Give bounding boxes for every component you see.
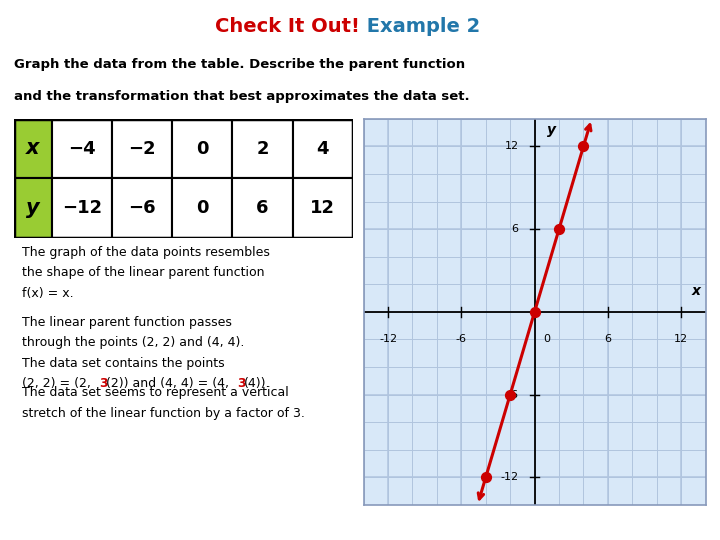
Text: 12: 12 bbox=[310, 199, 336, 217]
Text: and the transformation that best approximates the data set.: and the transformation that best approxi… bbox=[14, 90, 470, 103]
Text: The graph of the data points resembles: The graph of the data points resembles bbox=[22, 246, 269, 259]
Text: 0: 0 bbox=[196, 139, 209, 158]
Bar bbox=[112, 178, 172, 238]
Point bbox=[505, 390, 516, 399]
Text: x: x bbox=[26, 138, 40, 159]
Point bbox=[577, 142, 589, 151]
Text: 2: 2 bbox=[256, 139, 269, 158]
FancyBboxPatch shape bbox=[14, 119, 52, 178]
Text: y: y bbox=[26, 198, 40, 218]
Text: −12: −12 bbox=[62, 199, 102, 217]
Bar bbox=[52, 119, 112, 178]
Bar bbox=[233, 178, 292, 238]
Text: The data set contains the points: The data set contains the points bbox=[22, 357, 224, 370]
Text: Check It Out!: Check It Out! bbox=[215, 17, 360, 37]
FancyBboxPatch shape bbox=[14, 178, 52, 238]
Point bbox=[480, 473, 492, 482]
Text: −2: −2 bbox=[128, 139, 156, 158]
Text: through the points (2, 2) and (4, 4).: through the points (2, 2) and (4, 4). bbox=[22, 336, 244, 349]
Text: 3: 3 bbox=[238, 377, 246, 390]
Text: -12: -12 bbox=[379, 334, 397, 344]
Point bbox=[528, 308, 540, 316]
Text: -6: -6 bbox=[508, 389, 518, 400]
Bar bbox=[172, 119, 233, 178]
Text: 12: 12 bbox=[505, 141, 518, 151]
Text: the shape of the linear parent function: the shape of the linear parent function bbox=[22, 266, 264, 279]
Text: The data set seems to represent a vertical: The data set seems to represent a vertic… bbox=[22, 386, 288, 399]
Bar bbox=[172, 178, 233, 238]
Text: x: x bbox=[691, 284, 701, 298]
Text: 4: 4 bbox=[316, 139, 329, 158]
Text: stretch of the linear function by a factor of 3.: stretch of the linear function by a fact… bbox=[22, 407, 305, 420]
Text: 6: 6 bbox=[604, 334, 611, 344]
Text: -6: -6 bbox=[456, 334, 467, 344]
Text: 0: 0 bbox=[544, 334, 550, 344]
Text: Graph the data from the table. Describe the parent function: Graph the data from the table. Describe … bbox=[14, 57, 465, 71]
Text: (4)).: (4)). bbox=[243, 377, 270, 390]
Bar bbox=[233, 119, 292, 178]
Text: −6: −6 bbox=[128, 199, 156, 217]
Bar bbox=[292, 119, 353, 178]
Text: f(x) = x.: f(x) = x. bbox=[22, 287, 73, 300]
Text: Example 2: Example 2 bbox=[360, 17, 480, 37]
Text: 6: 6 bbox=[256, 199, 269, 217]
Text: 0: 0 bbox=[196, 199, 209, 217]
Text: 6: 6 bbox=[512, 224, 518, 234]
Bar bbox=[52, 178, 112, 238]
Text: The linear parent function passes: The linear parent function passes bbox=[22, 316, 231, 329]
Bar bbox=[292, 178, 353, 238]
Text: (2)) and (4, 4) = (4,: (2)) and (4, 4) = (4, bbox=[106, 377, 233, 390]
Text: (2, 2) = (2,: (2, 2) = (2, bbox=[22, 377, 94, 390]
Bar bbox=[112, 119, 172, 178]
Text: y: y bbox=[547, 123, 557, 137]
Text: 3: 3 bbox=[99, 377, 108, 390]
Text: −4: −4 bbox=[68, 139, 96, 158]
Text: 12: 12 bbox=[674, 334, 688, 344]
Text: -12: -12 bbox=[500, 472, 518, 482]
Point bbox=[553, 225, 564, 233]
